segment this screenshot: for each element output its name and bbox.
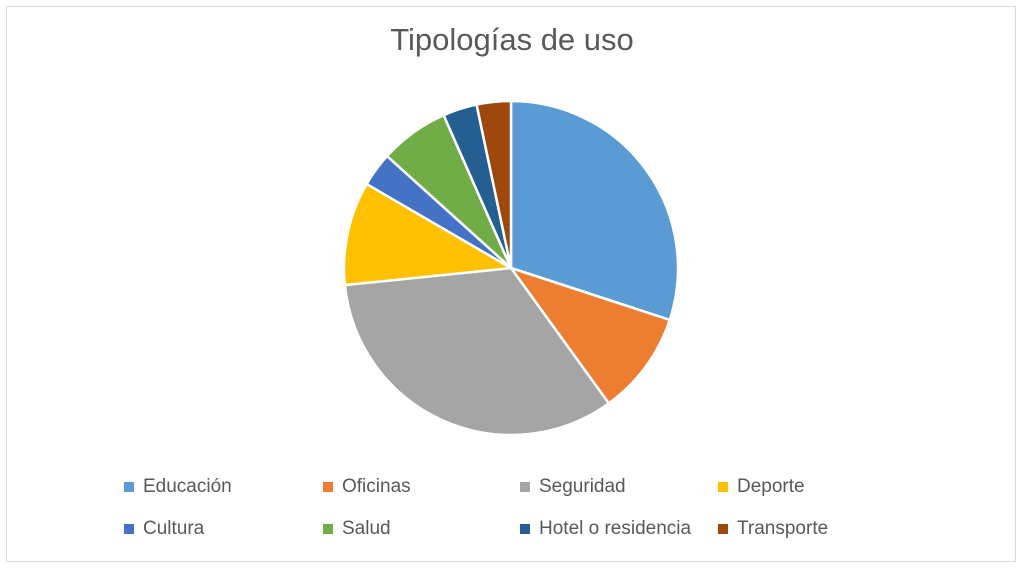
legend-item: Deporte (718, 475, 805, 499)
pie-slice-8 (475, 99, 513, 270)
legend-swatch (323, 524, 333, 534)
legend-label: Oficinas (342, 476, 411, 497)
pie-slice-3 (343, 266, 611, 437)
legend-label: Educación (143, 476, 232, 497)
legend-item: Oficinas (323, 475, 411, 499)
legend-label: Cultura (143, 518, 205, 539)
legend-swatch (718, 524, 728, 534)
pie-slice-2 (509, 266, 671, 405)
legend-label: Seguridad (539, 476, 626, 497)
legend-swatch (323, 482, 333, 492)
pie-slice-1 (509, 99, 680, 322)
legend-item: Seguridad (520, 475, 626, 499)
legend-item: Salud (323, 517, 391, 541)
legend-swatch (520, 482, 530, 492)
legend-swatch (124, 524, 134, 534)
legend-swatch (718, 482, 728, 492)
legend-swatch (124, 482, 134, 492)
legend-item: Educación (124, 475, 232, 499)
legend-label: Salud (342, 518, 391, 539)
pie-slice-4 (342, 182, 513, 287)
legend-label: Deporte (737, 476, 805, 497)
legend-label: Transporte (737, 518, 829, 539)
legend-item: Cultura (124, 517, 204, 541)
legend-label: Hotel o residencia (539, 518, 692, 539)
legend-item: Transporte (718, 517, 828, 541)
legend-swatch (520, 524, 530, 534)
legend-item: Hotel o residencia (520, 517, 691, 541)
chart-title: Tipologías de uso (390, 22, 634, 57)
